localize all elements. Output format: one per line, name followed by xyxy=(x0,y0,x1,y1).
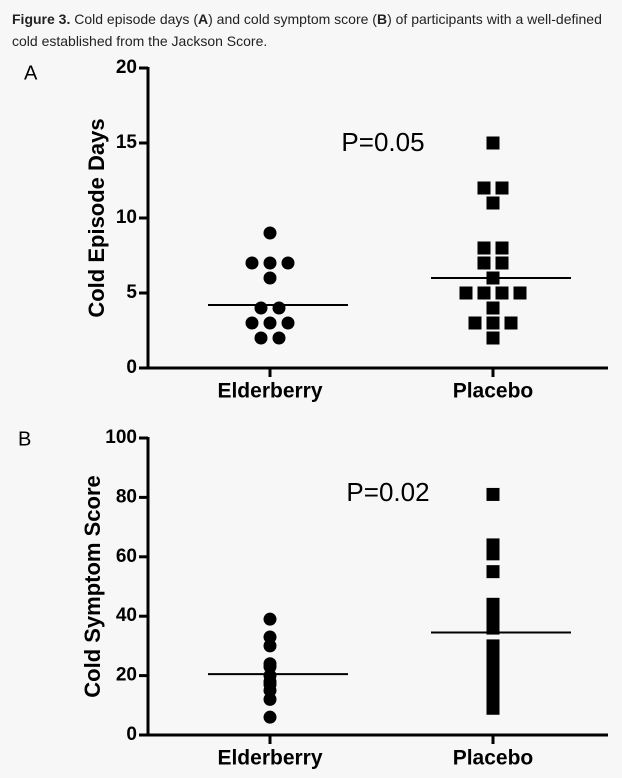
data-point xyxy=(263,710,277,724)
data-point xyxy=(477,241,491,255)
data-point xyxy=(486,701,500,715)
data-point xyxy=(495,241,509,255)
data-point xyxy=(245,316,259,330)
caption-text: B xyxy=(376,11,388,27)
x-tick-label: Placebo xyxy=(453,380,534,403)
x-tick-label: Elderberry xyxy=(217,747,322,770)
data-point xyxy=(486,331,500,345)
y-tick-label: 60 xyxy=(116,546,137,567)
caption-text: ) and cold symptom score ( xyxy=(208,11,377,27)
data-point xyxy=(263,660,277,674)
data-point xyxy=(272,331,286,345)
panel-label: B xyxy=(18,428,31,450)
data-point xyxy=(513,286,527,300)
y-tick-label: 0 xyxy=(126,724,137,745)
data-point xyxy=(486,597,500,611)
data-point xyxy=(459,286,473,300)
data-point xyxy=(495,181,509,195)
x-tick-label: Elderberry xyxy=(217,380,322,403)
data-point xyxy=(486,621,500,635)
data-point xyxy=(263,612,277,626)
y-tick-label: 100 xyxy=(105,427,137,448)
data-point xyxy=(263,271,277,285)
data-point xyxy=(281,316,295,330)
y-tick-label: 10 xyxy=(116,207,137,228)
data-point xyxy=(263,630,277,644)
data-point xyxy=(281,256,295,270)
y-tick-label: 20 xyxy=(116,665,137,686)
data-point xyxy=(245,256,259,270)
y-tick-label: 15 xyxy=(116,132,138,153)
data-point xyxy=(486,609,500,623)
annotation: P=0.02 xyxy=(346,477,429,507)
data-point xyxy=(263,639,277,653)
y-tick-label: 20 xyxy=(116,57,137,78)
data-point xyxy=(495,256,509,270)
figure-caption: Figure 3. Cold episode days (A) and cold… xyxy=(12,8,612,52)
y-axis-label: Cold Episode Days xyxy=(84,118,109,317)
caption-text: A xyxy=(198,11,209,27)
data-point xyxy=(486,136,500,150)
data-point xyxy=(495,286,509,300)
data-point xyxy=(486,316,500,330)
y-tick-label: 40 xyxy=(116,605,137,626)
caption-text: Cold episode days ( xyxy=(70,11,198,27)
data-point xyxy=(263,256,277,270)
data-point xyxy=(486,196,500,210)
data-point xyxy=(504,316,518,330)
data-point xyxy=(263,683,277,697)
data-point xyxy=(486,301,500,315)
data-point xyxy=(477,286,491,300)
x-tick-label: Placebo xyxy=(453,747,534,770)
data-point xyxy=(486,669,500,683)
panel-label: A xyxy=(24,62,38,84)
data-point xyxy=(254,331,268,345)
data-point xyxy=(486,547,500,561)
annotation: P=0.05 xyxy=(341,127,424,157)
data-point xyxy=(263,692,277,706)
data-point xyxy=(486,487,500,501)
data-point xyxy=(254,301,268,315)
data-point xyxy=(263,316,277,330)
data-point xyxy=(486,689,500,703)
data-point xyxy=(486,565,500,579)
y-tick-label: 80 xyxy=(116,486,137,507)
caption-text: Figure 3. xyxy=(12,11,71,27)
y-axis-label: Cold Symptom Score xyxy=(80,475,105,697)
data-point xyxy=(272,301,286,315)
y-tick-label: 0 xyxy=(126,357,137,378)
data-point xyxy=(263,226,277,240)
y-tick-label: 5 xyxy=(126,282,137,303)
data-point xyxy=(468,316,482,330)
caption-text: ) of participants with a well-defined co… xyxy=(12,11,602,49)
data-point xyxy=(477,256,491,270)
data-point xyxy=(477,181,491,195)
